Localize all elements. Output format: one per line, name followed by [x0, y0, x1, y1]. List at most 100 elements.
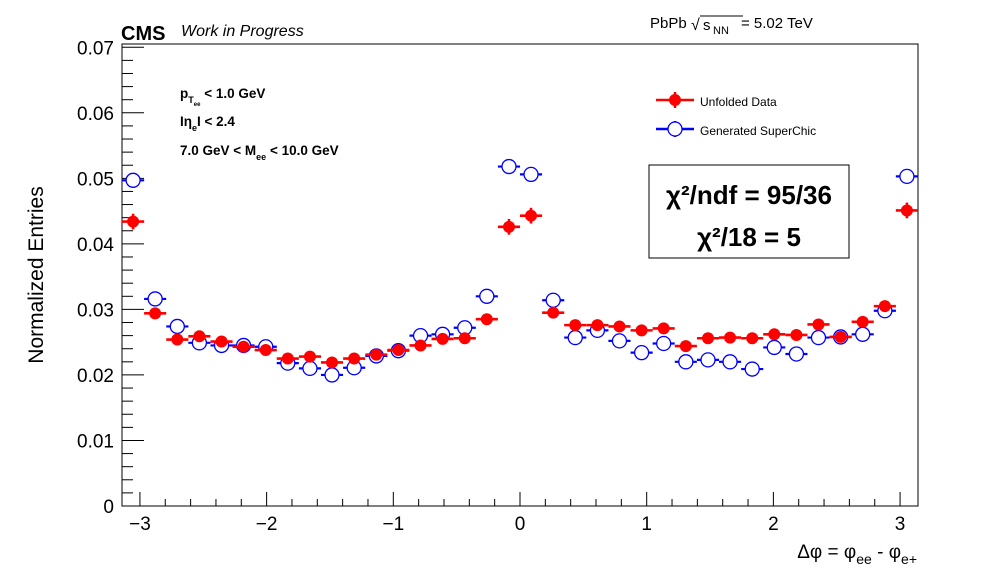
data-point	[851, 315, 874, 328]
chi2-reduced: χ²/18 = 5	[697, 222, 801, 252]
data-point	[453, 332, 476, 345]
y-axis: 0 0.01 0.02 0.03 0.04 0.05 0.06 0.07	[77, 38, 144, 518]
data-point	[630, 324, 653, 337]
x-tick-label: 3	[895, 514, 906, 535]
data-point	[718, 331, 742, 344]
mc-point	[807, 329, 830, 346]
cut-eta: IηeI < 2.4	[180, 114, 235, 133]
legend-label-mc: Generated SuperChic	[700, 124, 816, 138]
energy-label: = 5.02 TeV	[741, 15, 813, 32]
data-point	[652, 322, 675, 335]
y-tick-label: 0	[103, 497, 114, 518]
mc-point	[166, 318, 189, 335]
mc-point	[763, 339, 786, 356]
data-point	[741, 332, 764, 345]
data-point	[608, 320, 631, 333]
status-label: Work in Progress	[181, 23, 304, 40]
legend: Unfolded Data Generated SuperChic	[656, 92, 816, 138]
mc-point	[851, 326, 874, 342]
y-tick-label: 0.06	[77, 104, 114, 125]
s-label: s	[703, 17, 711, 34]
legend-marker-data	[656, 92, 694, 108]
data-point	[519, 207, 543, 224]
data-point	[475, 313, 498, 326]
mc-point	[652, 335, 675, 352]
data-point	[829, 330, 852, 343]
y-tick-label: 0.04	[77, 235, 114, 256]
mc-point	[475, 288, 498, 304]
x-axis-title: Δφ = φee - φe+	[797, 542, 917, 567]
y-tick-label: 0.03	[77, 300, 114, 321]
mc-point	[608, 333, 631, 349]
y-tick-label: 0.01	[77, 431, 114, 452]
data-point	[210, 335, 233, 348]
data-point	[365, 348, 388, 361]
chi2-box: χ²/ndf = 95/36 χ²/18 = 5	[648, 164, 850, 259]
x-tick-label: 1	[641, 514, 652, 535]
cut-mass: 7.0 GeV < Mee < 10.0 GeV	[180, 143, 339, 162]
x-tick-label: 2	[768, 514, 779, 535]
mc-point	[785, 346, 808, 362]
legend-label-data: Unfolded Data	[700, 95, 777, 109]
data-point	[276, 352, 299, 365]
mc-point	[564, 329, 587, 346]
y-tick-label: 0.02	[77, 366, 114, 387]
sqrt-symbol: √	[691, 17, 700, 34]
data-point	[586, 319, 609, 332]
s-subscript: NN	[713, 25, 729, 37]
data-point	[807, 318, 830, 331]
mc-point	[674, 354, 697, 370]
data-point	[785, 328, 808, 341]
data-point	[387, 344, 410, 357]
data-point	[343, 352, 366, 365]
data-point	[254, 344, 277, 357]
mc-point	[630, 345, 653, 361]
experiment-label: CMS	[121, 23, 165, 45]
y-axis-title: Normalized Entries	[25, 186, 48, 363]
mc-point	[122, 172, 145, 188]
data-point	[166, 333, 189, 346]
data-point	[232, 340, 255, 353]
mc-point	[741, 361, 764, 377]
x-tick-label: −1	[382, 514, 404, 535]
data-point	[564, 319, 587, 332]
data-point	[696, 332, 720, 345]
y-tick-label: 0.07	[77, 38, 114, 59]
x-tick-label: −2	[256, 514, 278, 535]
chi2-ndf: χ²/ndf = 95/36	[666, 180, 832, 210]
mc-point	[320, 367, 344, 383]
data-point	[320, 356, 344, 369]
x-axis: −3 −2 −1 0 1 2 3	[129, 492, 905, 535]
data-point	[873, 300, 896, 313]
mc-point	[298, 360, 322, 377]
x-tick-label: 0	[515, 514, 526, 535]
mc-point	[542, 292, 565, 308]
data-point	[188, 330, 211, 343]
plot-frame	[121, 43, 919, 507]
cut-pt: pTee < 1.0 GeV	[180, 86, 265, 108]
legend-marker-mc	[656, 121, 694, 137]
mc-point	[144, 291, 167, 307]
selection-cuts: pTee < 1.0 GeV IηeI < 2.4 7.0 GeV < Mee …	[180, 86, 339, 162]
mc-point	[497, 158, 521, 175]
series-unfolded-data	[122, 202, 918, 369]
data-point	[763, 328, 786, 341]
data-point	[542, 306, 565, 319]
data-point	[674, 340, 697, 353]
data-point	[895, 202, 918, 219]
data-point	[409, 339, 432, 352]
mc-point	[696, 352, 720, 368]
collision-system: PbPb	[650, 15, 687, 32]
data-point	[497, 218, 521, 235]
data-point	[144, 307, 167, 320]
mc-point	[453, 320, 476, 336]
mc-point	[519, 166, 543, 183]
y-tick-label: 0.05	[77, 169, 114, 190]
data-point	[431, 332, 454, 345]
collision-label: PbPb √ s NN = 5.02 TeV	[650, 15, 813, 37]
data-point	[122, 213, 145, 230]
x-tick-label: −3	[129, 514, 151, 535]
mc-point	[895, 168, 918, 185]
mc-point	[718, 354, 742, 370]
